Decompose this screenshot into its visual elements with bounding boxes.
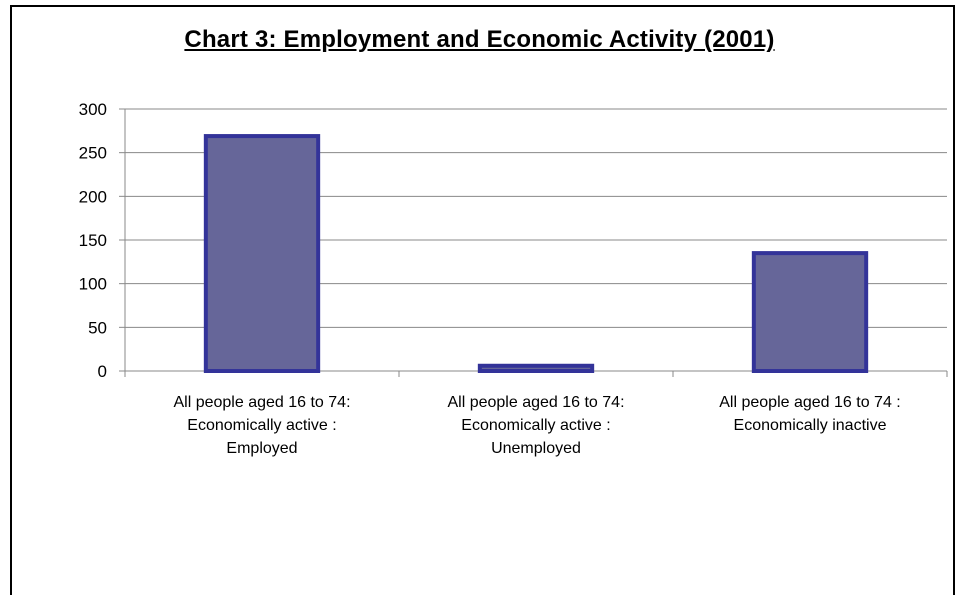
y-axis: 0 50 100 150 200 250 300	[79, 100, 126, 381]
bar	[751, 251, 869, 374]
x-category-label-line: Economically inactive	[734, 417, 887, 434]
y-tick-label: 0	[98, 362, 107, 381]
x-category-label-line: All people aged 16 to 74:	[173, 394, 350, 411]
y-tick-label: 300	[79, 100, 107, 119]
y-tick-label: 250	[79, 144, 107, 163]
x-category-label: All people aged 16 to 74 : Economically i…	[719, 394, 900, 434]
y-tick-label: 200	[79, 187, 107, 206]
x-category-label-line: All people aged 16 to 74 :	[719, 394, 900, 411]
x-category-label-line: Economically active :	[461, 417, 610, 434]
x-category-label-line: Unemployed	[491, 440, 581, 457]
y-tick-label: 100	[79, 275, 107, 294]
y-tick-label: 150	[79, 231, 107, 250]
x-category-label-line: Economically active :	[187, 417, 336, 434]
bar	[477, 363, 595, 374]
bar	[203, 134, 321, 373]
chart-title: Chart 3: Employment and Economic Activit…	[184, 26, 775, 53]
x-category-label: All people aged 16 to 74: Economically ac…	[173, 394, 350, 457]
x-category-label-line: All people aged 16 to 74:	[447, 394, 624, 411]
bars	[203, 134, 869, 374]
bar-chart: 0 50 100 150 200 250 300 All people aged 16 to…	[79, 100, 948, 457]
x-category-label: All people aged 16 to 74: Economically ac…	[447, 394, 624, 457]
x-category-label-line: Employed	[226, 440, 297, 457]
y-tick-label: 50	[88, 318, 107, 337]
category-labels: All people aged 16 to 74: Economically ac…	[173, 394, 900, 457]
